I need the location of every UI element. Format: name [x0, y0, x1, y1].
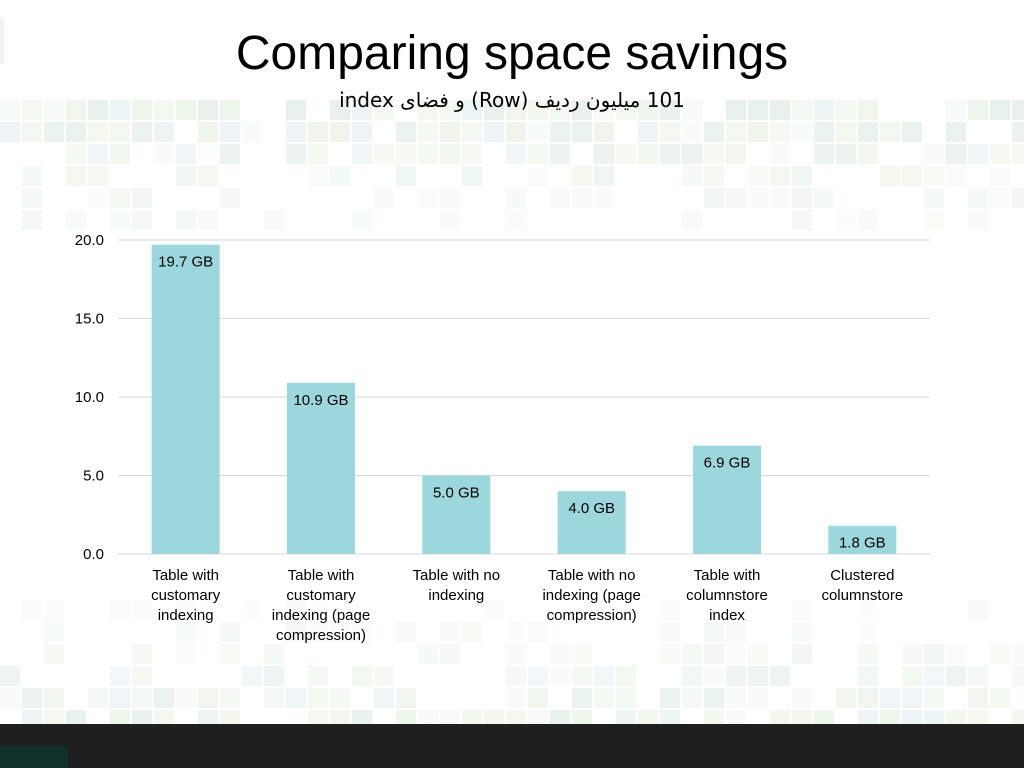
data-label: 19.7 GB — [158, 254, 213, 271]
bar — [151, 244, 220, 554]
data-label: 10.9 GB — [293, 392, 348, 409]
x-tick-label: Table with customary indexing (page compres… — [272, 567, 370, 644]
footer-bar — [0, 724, 1024, 768]
bar — [557, 491, 626, 554]
page-title: Comparing space savings — [235, 27, 789, 80]
edge-decoration — [0, 18, 4, 64]
bar — [287, 382, 355, 554]
footer-accent — [0, 746, 68, 768]
data-label: 1.8 GB — [839, 535, 886, 552]
data-label: 4.0 GB — [568, 500, 615, 517]
bar — [828, 525, 897, 554]
x-tick-label: Table with no indexing — [413, 567, 501, 604]
y-tick-label: 10.0 — [75, 389, 104, 406]
y-tick-label: 0.0 — [83, 546, 104, 563]
bar — [422, 475, 491, 554]
x-tick-label: Table with no indexing (page compression) — [542, 567, 640, 624]
data-label: 6.9 GB — [704, 455, 751, 472]
bar — [693, 445, 761, 554]
x-tick-label: Clustered columnstore — [821, 567, 903, 604]
y-tick-label: 15.0 — [75, 311, 104, 328]
y-tick-label: 5.0 — [83, 468, 104, 485]
page-subtitle: 101 میلیون ردیف (Row) و فضای index — [339, 88, 685, 112]
data-label: 5.0 GB — [433, 485, 480, 502]
x-tick-label: Table with columnstore index — [686, 567, 768, 624]
x-tick-label: Table with customary indexing — [151, 567, 221, 624]
y-tick-label: 20.0 — [75, 232, 104, 249]
